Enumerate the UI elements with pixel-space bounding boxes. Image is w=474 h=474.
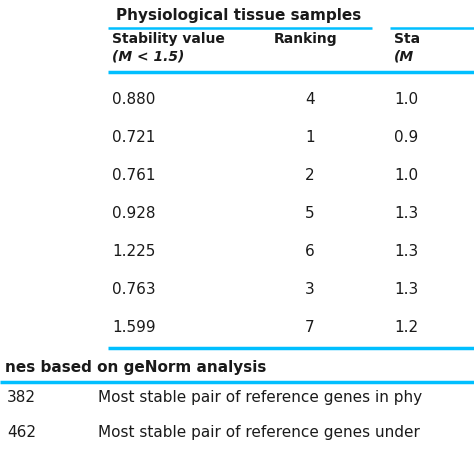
Text: Sta: Sta (394, 32, 420, 46)
Text: 0.928: 0.928 (112, 206, 155, 220)
Text: Most stable pair of reference genes under: Most stable pair of reference genes unde… (98, 425, 420, 440)
Text: (M < 1.5): (M < 1.5) (112, 49, 184, 63)
Text: 0.721: 0.721 (112, 129, 155, 145)
Text: 0.880: 0.880 (112, 91, 155, 107)
Text: 5: 5 (305, 206, 315, 220)
Text: Physiological tissue samples: Physiological tissue samples (117, 8, 362, 23)
Text: 382: 382 (7, 390, 36, 405)
Text: 1.3: 1.3 (394, 282, 418, 297)
Text: 1.599: 1.599 (112, 319, 155, 335)
Text: Most stable pair of reference genes in phy: Most stable pair of reference genes in p… (98, 390, 422, 405)
Text: 6: 6 (305, 244, 315, 258)
Text: 462: 462 (7, 425, 36, 440)
Text: 3: 3 (305, 282, 315, 297)
Text: 1.3: 1.3 (394, 244, 418, 258)
Text: 1.3: 1.3 (394, 206, 418, 220)
Text: 0.761: 0.761 (112, 167, 155, 182)
Text: 1: 1 (305, 129, 315, 145)
Text: Ranking: Ranking (274, 32, 337, 46)
Text: nes based on geNorm analysis: nes based on geNorm analysis (5, 360, 266, 375)
Text: 1.225: 1.225 (112, 244, 155, 258)
Text: 0.9: 0.9 (394, 129, 418, 145)
Text: 1.0: 1.0 (394, 167, 418, 182)
Text: 4: 4 (305, 91, 315, 107)
Text: Stability value: Stability value (112, 32, 225, 46)
Text: 1.0: 1.0 (394, 91, 418, 107)
Text: 0.763: 0.763 (112, 282, 155, 297)
Text: 7: 7 (305, 319, 315, 335)
Text: (M: (M (394, 49, 414, 63)
Text: 1.2: 1.2 (394, 319, 418, 335)
Text: 2: 2 (305, 167, 315, 182)
